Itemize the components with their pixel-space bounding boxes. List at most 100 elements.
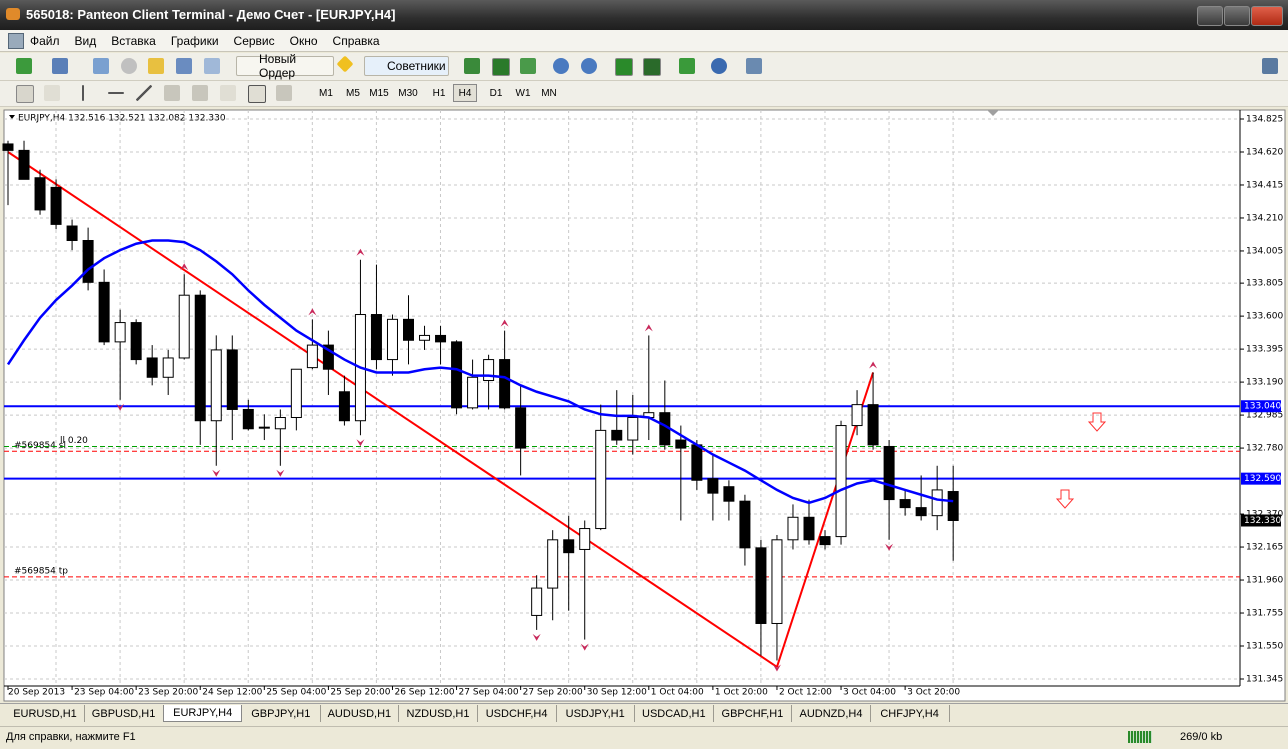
timeframe-button[interactable]: M1 xyxy=(319,87,333,99)
timeframe-button[interactable]: D1 xyxy=(489,87,503,99)
title-bar: 565018: Panteon Client Terminal - Демо С… xyxy=(0,0,1288,30)
vline-tool[interactable] xyxy=(82,85,84,101)
hline-tool[interactable] xyxy=(108,92,124,94)
standard-toolbar: Новый Ордер Советники xyxy=(0,52,1288,81)
fractal-down xyxy=(772,664,781,672)
menu-item[interactable]: Вставка xyxy=(111,33,156,48)
new-chart-icon[interactable] xyxy=(16,58,32,74)
timeframe-button[interactable]: H4 xyxy=(453,84,477,102)
arrows-tool[interactable] xyxy=(276,85,292,101)
timeframe-button[interactable]: M5 xyxy=(346,87,360,99)
last-price-label: 132.330 xyxy=(1244,516,1281,526)
candle-body xyxy=(499,359,511,409)
chart-tab[interactable]: USDCAD,H1 xyxy=(635,705,714,722)
candle-body xyxy=(739,500,751,549)
chart-tab[interactable]: EURUSD,H1 xyxy=(6,705,85,722)
candle-body xyxy=(306,344,318,369)
templates-icon[interactable] xyxy=(746,58,762,74)
timeframe-button[interactable]: M30 xyxy=(398,87,418,99)
fractal-up xyxy=(644,324,653,332)
terminal-icon[interactable] xyxy=(176,58,192,74)
menu-bar: Файл Вид Вставка Графики Сервис Окно Справка xyxy=(0,30,1288,52)
chart-tab[interactable]: GBPCHF,H1 xyxy=(713,705,793,722)
chart-tab[interactable]: AUDUSD,H1 xyxy=(320,705,400,722)
text-tool[interactable] xyxy=(220,85,236,101)
trendline-tool[interactable] xyxy=(136,85,152,101)
timeframe-button[interactable]: MN xyxy=(541,87,557,99)
chart-tab[interactable]: EURJPY,H4 xyxy=(163,705,243,722)
y-tick-label: 133.805 xyxy=(1246,279,1283,289)
fractal-up xyxy=(180,263,189,271)
tester-icon[interactable] xyxy=(204,58,220,74)
zoom-out-icon[interactable] xyxy=(581,58,597,74)
menu-item[interactable]: Окно xyxy=(289,33,318,48)
data-window-icon[interactable] xyxy=(121,58,137,74)
drawing-toolbar xyxy=(0,81,1288,107)
indicators-icon[interactable] xyxy=(679,58,695,74)
y-tick-label: 131.755 xyxy=(1246,609,1283,619)
chart-tab[interactable]: USDJPY,H1 xyxy=(556,705,636,722)
bar-chart-icon[interactable] xyxy=(464,58,480,74)
periods-icon[interactable] xyxy=(711,58,727,74)
candle-body xyxy=(226,349,238,410)
cursor-tool[interactable] xyxy=(16,85,34,103)
new-order-button[interactable]: Новый Ордер xyxy=(236,52,334,80)
candle-body xyxy=(338,391,350,422)
fractal-down xyxy=(276,469,285,477)
price-tag xyxy=(1241,472,1281,485)
zoom-in-icon[interactable] xyxy=(553,58,569,74)
line-chart-icon[interactable] xyxy=(520,58,536,74)
menu-item[interactable]: Вид xyxy=(74,33,97,48)
candle-body xyxy=(18,149,30,180)
price-tag-label: 133.040 xyxy=(1244,402,1281,412)
order-label: ll 0.20 xyxy=(60,436,88,446)
candle-chart-icon[interactable] xyxy=(492,58,510,76)
minimize-button[interactable] xyxy=(1197,6,1223,26)
chart-shift-icon[interactable] xyxy=(643,58,661,76)
chart-tab[interactable]: USDCHF,H4 xyxy=(478,705,557,722)
candle-body xyxy=(66,225,78,241)
chart-tab[interactable]: AUDNZD,H4 xyxy=(792,705,871,722)
metaeditor-icon[interactable] xyxy=(336,55,354,73)
chart-tab[interactable]: CHFJPY,H4 xyxy=(871,705,950,722)
chart-tab[interactable]: GBPJPY,H1 xyxy=(242,705,321,722)
candle-body xyxy=(210,349,222,422)
market-watch-icon[interactable] xyxy=(93,58,109,74)
crosshair-tool[interactable] xyxy=(44,85,60,101)
price-chart: EURJPY,H4 132.516 132.521 132.082 132.33… xyxy=(2,109,1286,702)
candle-body xyxy=(82,239,94,283)
candle-body xyxy=(851,404,863,427)
chart-tab[interactable]: GBPUSD,H1 xyxy=(85,705,164,722)
menu-item[interactable]: Графики xyxy=(170,33,219,48)
x-tick-label: 27 Sep 04:00 xyxy=(459,688,519,698)
menu-item[interactable]: Справка xyxy=(332,33,380,48)
y-tick-label: 132.985 xyxy=(1246,411,1283,421)
close-button[interactable] xyxy=(1251,6,1283,26)
candle-body xyxy=(370,314,382,361)
y-tick-label: 134.415 xyxy=(1246,180,1283,190)
label-tool[interactable] xyxy=(248,85,266,103)
x-tick-label: 3 Oct 04:00 xyxy=(843,688,896,698)
menu-item[interactable]: Файл xyxy=(30,33,60,48)
autoscroll-icon[interactable] xyxy=(615,58,633,76)
price-tag xyxy=(1241,400,1281,413)
maximize-button[interactable] xyxy=(1224,6,1250,26)
timeframe-button[interactable]: W1 xyxy=(515,87,531,99)
x-tick-label: 25 Sep 20:00 xyxy=(330,688,390,698)
doc-icon xyxy=(8,33,24,49)
profiles-icon[interactable] xyxy=(52,58,68,74)
last-price-tag xyxy=(1241,514,1281,527)
navigator-icon[interactable] xyxy=(148,58,164,74)
menu-item[interactable]: Сервис xyxy=(233,33,275,48)
fractal-down xyxy=(580,643,589,651)
timeframe-button[interactable]: M15 xyxy=(369,87,389,99)
candle-body xyxy=(50,186,62,225)
status-bar: Для справки, нажмите F1 269/0 kb xyxy=(0,726,1288,749)
experts-button[interactable]: Советники xyxy=(364,56,449,76)
side-icon[interactable] xyxy=(1262,58,1278,74)
channel-tool[interactable] xyxy=(164,85,180,101)
chart-tab[interactable]: NZDUSD,H1 xyxy=(399,705,478,722)
fibo-tool[interactable] xyxy=(192,85,208,101)
timeframe-button[interactable]: H1 xyxy=(432,87,446,99)
